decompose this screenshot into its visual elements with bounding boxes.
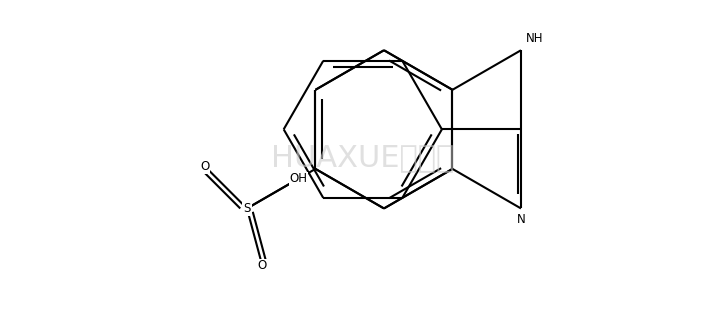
- Text: S: S: [243, 202, 250, 215]
- Text: NH: NH: [526, 33, 543, 46]
- Text: HUAXUE化学加: HUAXUE化学加: [272, 143, 454, 173]
- Text: O: O: [258, 259, 267, 272]
- Text: OH: OH: [290, 172, 307, 185]
- Text: N: N: [517, 213, 526, 226]
- Text: O: O: [200, 160, 210, 173]
